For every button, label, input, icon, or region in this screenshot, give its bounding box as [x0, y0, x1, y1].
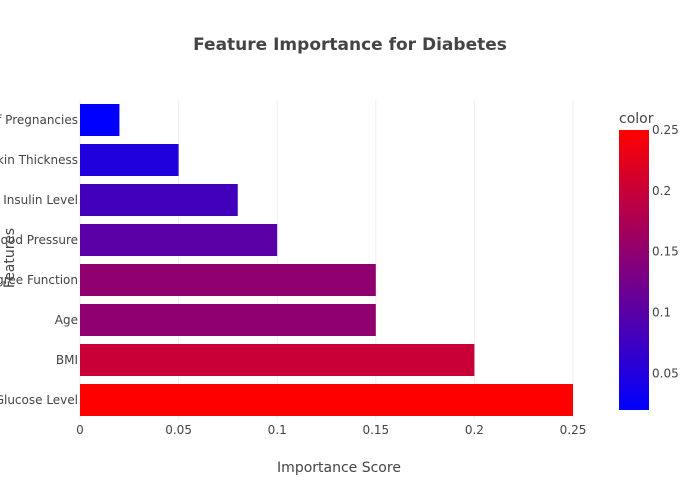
colorbar-tick-label: 0.15 [652, 245, 679, 259]
colorbar: color 0.05 0.1 0.15 0.2 0.25 [619, 111, 679, 410]
bar [80, 144, 179, 176]
bar [80, 344, 475, 376]
bar [80, 104, 120, 136]
x-tick-label: 0.15 [362, 423, 389, 437]
y-tick-label: Age [55, 313, 78, 327]
bar [80, 304, 376, 336]
x-axis-title: Importance Score [277, 460, 401, 476]
colorbar-tick-label: 0.1 [652, 306, 671, 320]
colorbar-tick-label: 0.2 [652, 184, 671, 198]
x-tick-label: 0.25 [560, 423, 587, 437]
x-tick-label: 0.1 [268, 423, 287, 437]
y-tick-label: Number of Pregnancies [0, 113, 78, 127]
bar [80, 264, 376, 296]
bar [80, 224, 278, 256]
x-tick-label: 0.2 [465, 423, 484, 437]
bar [80, 384, 573, 416]
y-tick-label: Insulin Level [3, 193, 78, 207]
bars [80, 104, 573, 416]
colorbar-gradient [619, 130, 649, 410]
bar [80, 184, 238, 216]
y-tick-labels: Glucose Level BMI Age Diabetes Pedigree Fun… [0, 113, 78, 407]
x-tick-label: 0 [76, 423, 84, 437]
y-tick-label: Skin Thickness [0, 153, 78, 167]
y-tick-label: Blood Pressure [0, 233, 78, 247]
y-tick-label: Diabetes Pedigree Function [0, 273, 78, 287]
y-tick-label: Glucose Level [0, 393, 78, 407]
x-tick-labels: 0 0.05 0.1 0.15 0.2 0.25 [76, 423, 586, 437]
colorbar-tick-labels: 0.05 0.1 0.15 0.2 0.25 [652, 123, 679, 380]
y-tick-label: BMI [56, 353, 78, 367]
colorbar-tick-label: 0.05 [652, 366, 679, 380]
colorbar-title: color [619, 111, 654, 127]
colorbar-tick-label: 0.25 [652, 123, 679, 137]
x-tick-label: 0.05 [165, 423, 192, 437]
chart-title: Feature Importance for Diabetes [193, 35, 507, 55]
y-axis-title: Features [2, 228, 18, 288]
